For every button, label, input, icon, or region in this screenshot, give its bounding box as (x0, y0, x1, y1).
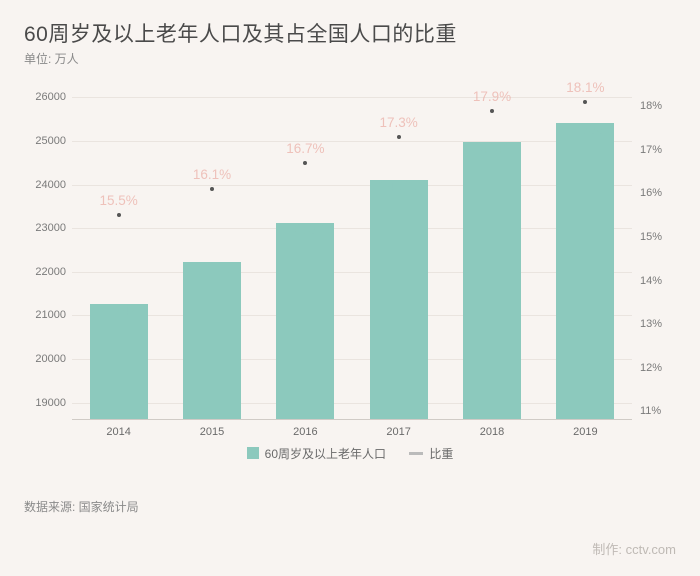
grid-line (72, 141, 632, 142)
grid-line (72, 272, 632, 273)
y1-tick-label: 20000 (22, 353, 66, 365)
bar (90, 304, 148, 419)
grid-line (72, 403, 632, 404)
line-point (117, 213, 121, 217)
chart-subtitle: 单位: 万人 (24, 50, 79, 67)
line-point (490, 109, 494, 113)
bar (276, 223, 334, 419)
line-swatch-icon (409, 452, 423, 455)
y2-tick-label: 15% (640, 231, 684, 243)
bar-value-label: 24090 (380, 179, 418, 194)
x-tick-label: 2014 (106, 426, 130, 438)
x-tick-label: 2018 (480, 426, 504, 438)
grid-line (72, 185, 632, 186)
legend-item-line: 比重 (409, 445, 453, 462)
y1-tick-label: 23000 (22, 222, 66, 234)
y1-tick-label: 26000 (22, 91, 66, 103)
y2-tick-label: 18% (640, 100, 684, 112)
bar (463, 142, 521, 419)
line-point (303, 161, 307, 165)
bar-swatch-icon (247, 447, 259, 459)
line-value-label: 17.9% (473, 89, 511, 104)
y1-tick-label: 21000 (22, 309, 66, 321)
line-value-label: 16.7% (286, 141, 324, 156)
grid-line (72, 97, 632, 98)
y2-tick-label: 16% (640, 187, 684, 199)
bar (556, 123, 614, 419)
y2-tick-label: 14% (640, 275, 684, 287)
plot-area: 1900020000210002200023000240002500026000… (72, 80, 632, 420)
y1-tick-label: 19000 (22, 397, 66, 409)
legend: 60周岁及以上老年人口 比重 (24, 445, 676, 462)
bar (370, 180, 428, 419)
chart-title: 60周岁及以上老年人口及其占全国人口的比重 (24, 18, 457, 48)
x-tick-label: 2017 (386, 426, 410, 438)
y2-tick-label: 17% (640, 144, 684, 156)
bar-value-label: 24949 (473, 141, 511, 156)
grid-line (72, 228, 632, 229)
chart-container: 19000 20000 21000 22000 23000 24000 25000 26000… (24, 80, 676, 460)
line-point (210, 187, 214, 191)
line-value-label: 18.1% (566, 80, 604, 95)
bar-value-label: 21242 (100, 303, 138, 318)
line-value-label: 17.3% (380, 115, 418, 130)
source-text: 数据来源: 国家统计局 (24, 498, 139, 515)
line-point (583, 100, 587, 104)
y2-tick-label: 12% (640, 362, 684, 374)
bar-value-label: 23086 (287, 222, 325, 237)
bar-value-label: 22200 (193, 261, 231, 276)
legend-item-bar: 60周岁及以上老年人口 (247, 445, 386, 462)
x-tick-label: 2019 (573, 426, 597, 438)
credit-text: 制作: cctv.com (592, 539, 676, 558)
credit-label: 制作: (592, 542, 622, 557)
legend-line-label: 比重 (429, 447, 453, 461)
y1-tick-label: 25000 (22, 135, 66, 147)
line-value-label: 16.1% (193, 167, 231, 182)
y2-tick-label: 13% (640, 318, 684, 330)
credit-value: cctv.com (626, 542, 676, 557)
line-svg (72, 80, 632, 419)
grid-line (72, 315, 632, 316)
grid-line (72, 359, 632, 360)
y1-tick-label: 24000 (22, 179, 66, 191)
x-tick-label: 2016 (293, 426, 317, 438)
y2-tick-label: 11% (640, 405, 684, 417)
y1-tick-label: 22000 (22, 266, 66, 278)
legend-bar-label: 60周岁及以上老年人口 (265, 447, 386, 461)
line-point (397, 135, 401, 139)
bar (183, 262, 241, 419)
line-value-label: 15.5% (100, 193, 138, 208)
x-tick-label: 2015 (200, 426, 224, 438)
bar-value-label: 25388 (567, 122, 605, 137)
